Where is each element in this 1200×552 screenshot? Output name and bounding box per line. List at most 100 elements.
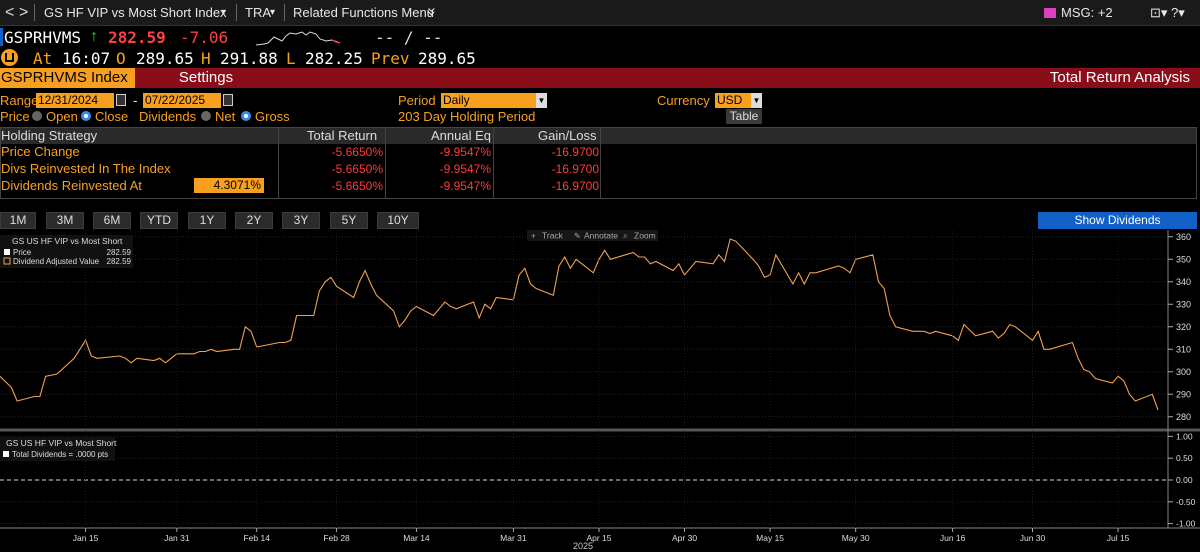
gain-loss-cell: -16.9700 [551,162,599,176]
div-gross-label[interactable]: Gross [255,109,290,124]
ticker-marker [0,28,3,46]
period-button-6m[interactable]: 6M [93,212,131,229]
calendar-icon[interactable] [223,94,233,106]
period-button-3m[interactable]: 3M [46,212,84,229]
column-divider [493,128,494,198]
chevron-down-icon[interactable]: ▾ [270,7,276,18]
column-header: Annual Eq [431,128,491,143]
open-label: O [116,49,126,68]
crosshair-icon[interactable]: + [531,232,536,241]
chevron-down-icon[interactable]: ▾ [221,7,227,18]
y-tick-label: 340 [1176,277,1191,287]
x-tick-label: Mar 31 [500,533,527,543]
period-button-1y[interactable]: 1Y [188,212,226,229]
total-return-cell: -5.6650% [331,145,383,159]
period-button-3y[interactable]: 3Y [282,212,320,229]
related-functions-menu[interactable]: Related Functions Menu [293,5,434,20]
legend-entry: Dividend Adjusted Value [13,257,100,266]
annual-eq-cell: -9.9547% [439,145,491,159]
radio-close[interactable] [81,111,91,121]
show-dividends-button[interactable]: Show Dividends [1038,212,1197,229]
total-return-cell: -5.6650% [331,162,383,176]
high-price: 291.88 [220,49,278,68]
window-options-icon[interactable]: ⊡▾ ?▾ [1150,5,1185,20]
row-label: Dividends Reinvested At [1,178,142,193]
zoom-tool[interactable]: Zoom [634,231,656,241]
legend-swatch [3,257,11,265]
mail-icon[interactable] [1044,8,1056,18]
function-code[interactable]: TRA [245,5,271,20]
currency-select[interactable]: USD [715,93,751,108]
low-label: L [286,49,296,68]
annotate-tool[interactable]: Annotate [584,231,618,241]
legend-box [0,235,133,268]
at-label: At [33,49,53,68]
y-tick-label: 290 [1176,389,1191,399]
net-change: -7.06 [180,28,229,47]
function-title: Total Return Analysis [1049,69,1190,86]
legend-value: 282.59 [107,257,132,266]
radio-gross[interactable] [241,111,251,121]
x-tick-label: Apr 30 [672,533,697,543]
radio-open[interactable] [32,111,42,121]
messages-count[interactable]: MSG: +2 [1061,5,1113,20]
y-tick-label: 0.00 [1176,475,1193,485]
column-header: Total Return [307,128,378,143]
forward-button[interactable]: > [19,4,29,21]
bid-ask: -- / -- [375,28,443,47]
x-tick-label: Jun 16 [940,533,966,543]
prev-close: 289.65 [418,49,476,68]
tab-settings[interactable]: Settings [178,69,234,86]
column-header: Holding Strategy [1,128,98,143]
top-toolbar: < > GS HF VIP vs Most Short Index ▾ TRA … [0,0,1200,26]
x-tick-label: May 15 [756,533,784,543]
x-tick-label: Jan 15 [73,533,99,543]
legend-box [0,437,115,461]
dividends-label: Dividends [139,109,197,124]
period-button-2y[interactable]: 2Y [235,212,273,229]
legend-swatch [4,249,10,255]
table-button[interactable]: Table [726,109,762,124]
holding-period-text: 203 Day Holding Period [398,109,536,124]
column-divider [278,128,279,198]
y-tick-label: 320 [1176,322,1191,332]
period-button-10y[interactable]: 10Y [377,212,419,229]
row-label: Price Change [1,144,80,159]
period-button-5y[interactable]: 5Y [330,212,368,229]
x-tick-label: May 30 [842,533,870,543]
divider [34,4,35,21]
track-tool[interactable]: Track [542,231,564,241]
legend-title: GS US HF VIP vs Most Short [12,236,123,246]
div-net-label[interactable]: Net [215,109,236,124]
back-button[interactable]: < [5,4,15,21]
legend-entry: Total Dividends = .0000 pts [12,450,108,459]
y-tick-label: -1.00 [1176,519,1196,529]
reinvest-rate-field[interactable]: 4.3071% [194,178,264,193]
dividend-adjusted-line [0,238,1159,411]
dropdown-arrow-icon[interactable]: ▼ [536,93,547,108]
end-date-field[interactable]: 07/22/2025 [143,93,221,108]
start-date-field[interactable]: 12/31/2024 [36,93,114,108]
gain-loss-cell: -16.9700 [551,145,599,159]
magnifier-icon[interactable]: ⌕ [623,232,627,241]
price-chart[interactable]: 280 290 300 310 320 330 340 350 360 -1.00 -0.50 0.… [0,230,1200,552]
low-price: 282.25 [305,49,363,68]
radio-net[interactable] [201,111,211,121]
price-open-label[interactable]: Open [46,109,78,124]
double-chevron-icon[interactable]: » [423,7,441,16]
tab-index[interactable]: GSPRHVMS Index [0,68,135,88]
period-button-1m[interactable]: 1M [0,212,36,229]
x-year-label: 2025 [573,541,593,551]
ticker-symbol[interactable]: GSPRHVMS [4,28,82,47]
calendar-icon[interactable] [116,94,126,106]
security-title[interactable]: GS HF VIP vs Most Short Index [44,5,227,20]
y-tick-label: 300 [1176,367,1191,377]
period-select[interactable]: Daily [441,93,536,108]
dropdown-arrow-icon[interactable]: ▼ [751,93,762,108]
price-close-label[interactable]: Close [95,109,129,124]
pencil-icon[interactable]: ✎ [574,232,581,241]
period-button-ytd[interactable]: YTD [140,212,178,229]
price-label: Price [0,109,30,124]
x-tick-label: Jun 30 [1020,533,1046,543]
legend-title: GS US HF VIP vs Most Short [6,438,117,448]
